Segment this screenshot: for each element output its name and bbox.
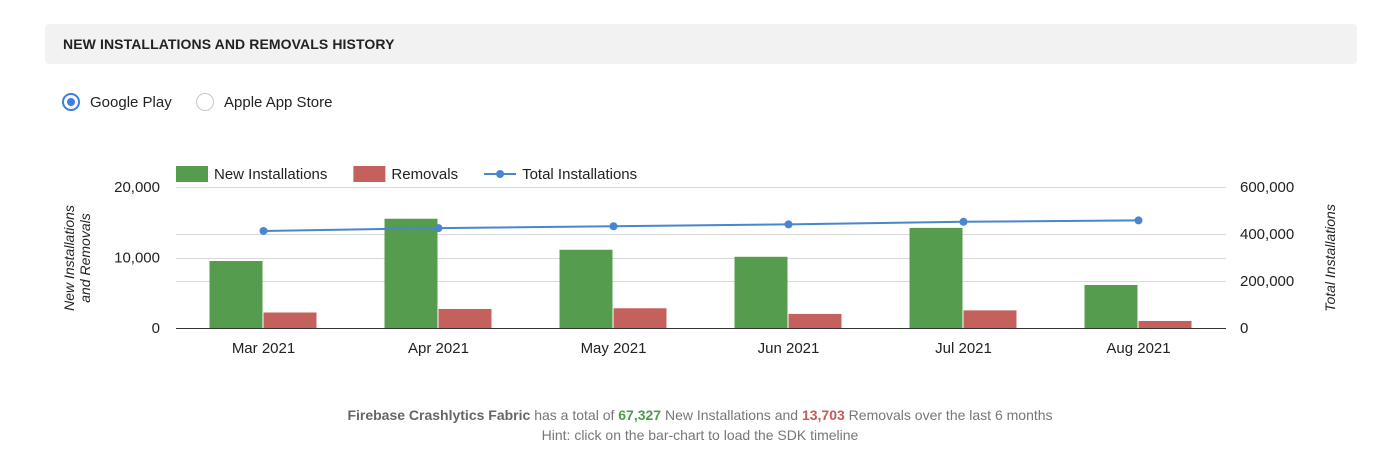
summary-app-name: Firebase Crashlytics Fabric bbox=[347, 407, 531, 423]
bar-removals[interactable] bbox=[1138, 320, 1192, 328]
y-left-tick-label: 20,000 bbox=[114, 179, 160, 196]
x-tick-label: Aug 2021 bbox=[1106, 340, 1170, 357]
summary-text-1: has a total of bbox=[534, 407, 615, 423]
summary-removals-total: 13,703 bbox=[801, 407, 845, 423]
y-right-tick-label: 0 bbox=[1240, 320, 1248, 337]
bar-new-installations[interactable] bbox=[734, 256, 788, 328]
y-right-tick-label: 200,000 bbox=[1240, 273, 1294, 290]
bar-removals[interactable] bbox=[788, 313, 842, 328]
legend-swatch bbox=[353, 166, 386, 182]
y-left-axis-title-line: New Installations bbox=[61, 205, 77, 311]
x-tick-label: Mar 2021 bbox=[232, 340, 295, 357]
summary-text-3: Removals over the last 6 months bbox=[848, 407, 1053, 423]
bar-new-installations[interactable] bbox=[559, 249, 613, 328]
summary-new-installations-total: 67,327 bbox=[618, 407, 662, 423]
radio-label-apple-app-store[interactable]: Apple App Store bbox=[224, 94, 333, 111]
y-left-tick-label: 0 bbox=[152, 320, 160, 337]
radio-label-google-play[interactable]: Google Play bbox=[90, 94, 172, 111]
line-total-installations bbox=[263, 219, 1139, 232]
bar-new-installations[interactable] bbox=[209, 261, 263, 328]
y-right-axis-title: Total Installations bbox=[1322, 204, 1338, 312]
point-total-installations[interactable] bbox=[784, 220, 793, 229]
legend-point-swatch bbox=[496, 170, 505, 178]
point-total-installations[interactable] bbox=[434, 224, 443, 233]
point-total-installations[interactable] bbox=[259, 226, 268, 235]
bar-removals[interactable] bbox=[613, 308, 667, 328]
legend-label: New Installations bbox=[214, 166, 327, 183]
section-header: NEW INSTALLATIONS AND REMOVALS HISTORY bbox=[45, 24, 1357, 64]
summary-text-2: New Installations and bbox=[664, 407, 799, 423]
y-left-tick-label: 10,000 bbox=[114, 250, 160, 267]
y-right-tick-label: 600,000 bbox=[1240, 179, 1294, 196]
point-total-installations[interactable] bbox=[959, 217, 968, 226]
radio-checked-icon[interactable] bbox=[62, 93, 80, 111]
bar-removals[interactable] bbox=[263, 312, 317, 328]
point-total-installations[interactable] bbox=[609, 222, 618, 231]
y-right-tick-label: 400,000 bbox=[1240, 226, 1294, 243]
legend-label: Removals bbox=[391, 166, 458, 183]
y-left-axis-title: New Installationsand Removals bbox=[61, 205, 93, 311]
bar-new-installations[interactable] bbox=[909, 227, 963, 328]
section-title: NEW INSTALLATIONS AND REMOVALS HISTORY bbox=[63, 36, 395, 52]
bar-removals[interactable] bbox=[438, 308, 492, 328]
radio-unchecked-icon[interactable] bbox=[196, 93, 214, 111]
x-tick-label: Apr 2021 bbox=[408, 340, 469, 357]
legend-swatch bbox=[176, 166, 208, 182]
installations-chart[interactable]: 0 10,000 20,000 0 200,000 400,000 600,000 New I… bbox=[0, 150, 1400, 380]
summary-line: Firebase Crashlytics Fabric has a total … bbox=[0, 405, 1400, 425]
x-tick-label: Jul 2021 bbox=[935, 340, 992, 357]
x-tick-label: May 2021 bbox=[581, 340, 647, 357]
bar-new-installations[interactable] bbox=[1084, 284, 1138, 328]
hint-text: Hint: click on the bar-chart to load the… bbox=[541, 427, 859, 443]
y-left-axis-title-line: and Removals bbox=[77, 213, 93, 303]
legend-label: Total Installations bbox=[522, 166, 637, 183]
bar-removals[interactable] bbox=[963, 310, 1017, 328]
point-total-installations[interactable] bbox=[1134, 216, 1143, 225]
bar-new-installations[interactable] bbox=[384, 218, 438, 328]
x-tick-label: Jun 2021 bbox=[758, 340, 820, 357]
